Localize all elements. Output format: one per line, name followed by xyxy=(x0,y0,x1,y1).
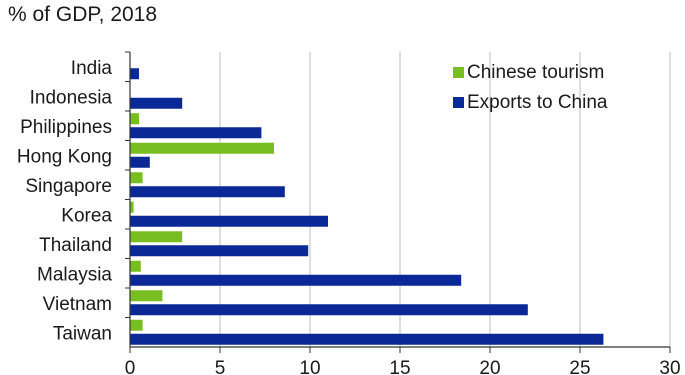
legend-label-exports-to-china: Exports to China xyxy=(467,92,608,113)
category-label-singapore: Singapore xyxy=(25,176,112,197)
bar-exports-to-china-india xyxy=(130,68,139,80)
chart-subtitle: % of GDP, 2018 xyxy=(8,3,158,26)
x-tick-label-25: 25 xyxy=(569,358,590,375)
bar-chinese-tourism-korea xyxy=(130,201,134,213)
bar-chinese-tourism-singapore xyxy=(130,172,143,184)
category-label-malaysia: Malaysia xyxy=(37,264,112,285)
bar-exports-to-china-vietnam xyxy=(130,304,528,316)
bar-chinese-tourism-thailand xyxy=(130,231,183,243)
legend: Chinese tourism Exports to China xyxy=(453,62,608,113)
x-tick-label-0: 0 xyxy=(125,358,136,375)
tick-labels: 0 5 10 15 20 25 30 xyxy=(125,358,681,375)
category-label-india: India xyxy=(71,58,113,79)
gridlines xyxy=(219,52,671,347)
x-tick-label-20: 20 xyxy=(479,358,500,375)
category-label-hong-kong: Hong Kong xyxy=(17,146,112,167)
bar-exports-to-china-hong-kong xyxy=(130,156,150,168)
bar-exports-to-china-singapore xyxy=(130,186,285,198)
bar-exports-to-china-indonesia xyxy=(130,97,183,109)
category-label-indonesia: Indonesia xyxy=(30,87,113,108)
bars xyxy=(130,68,604,345)
bar-exports-to-china-korea xyxy=(130,215,328,227)
bar-exports-to-china-philippines xyxy=(130,127,262,139)
legend-label-chinese-tourism: Chinese tourism xyxy=(467,62,604,83)
x-tick-label-10: 10 xyxy=(299,358,320,375)
category-label-philippines: Philippines xyxy=(20,117,112,138)
bar-exports-to-china-malaysia xyxy=(130,274,462,286)
bar-chinese-tourism-philippines xyxy=(130,113,139,125)
bar-chinese-tourism-vietnam xyxy=(130,290,163,302)
axes xyxy=(125,51,671,353)
x-tick-label-30: 30 xyxy=(659,358,680,375)
bar-chinese-tourism-hong-kong xyxy=(130,142,274,154)
bar-exports-to-china-thailand xyxy=(130,245,309,257)
category-label-vietnam: Vietnam xyxy=(43,294,112,315)
bar-chinese-tourism-malaysia xyxy=(130,260,141,272)
category-label-thailand: Thailand xyxy=(39,235,112,256)
category-labels: India Indonesia Philippines Hong Kong Singap… xyxy=(17,58,113,345)
category-label-taiwan: Taiwan xyxy=(53,323,112,344)
bar-chinese-tourism-taiwan xyxy=(130,319,143,331)
legend-swatch-chinese-tourism xyxy=(453,67,464,78)
x-tick-label-15: 15 xyxy=(389,358,410,375)
category-label-korea: Korea xyxy=(61,205,112,226)
bar-exports-to-china-taiwan xyxy=(130,333,604,345)
x-tick-label-5: 5 xyxy=(215,358,226,375)
legend-swatch-exports-to-china xyxy=(453,97,464,108)
